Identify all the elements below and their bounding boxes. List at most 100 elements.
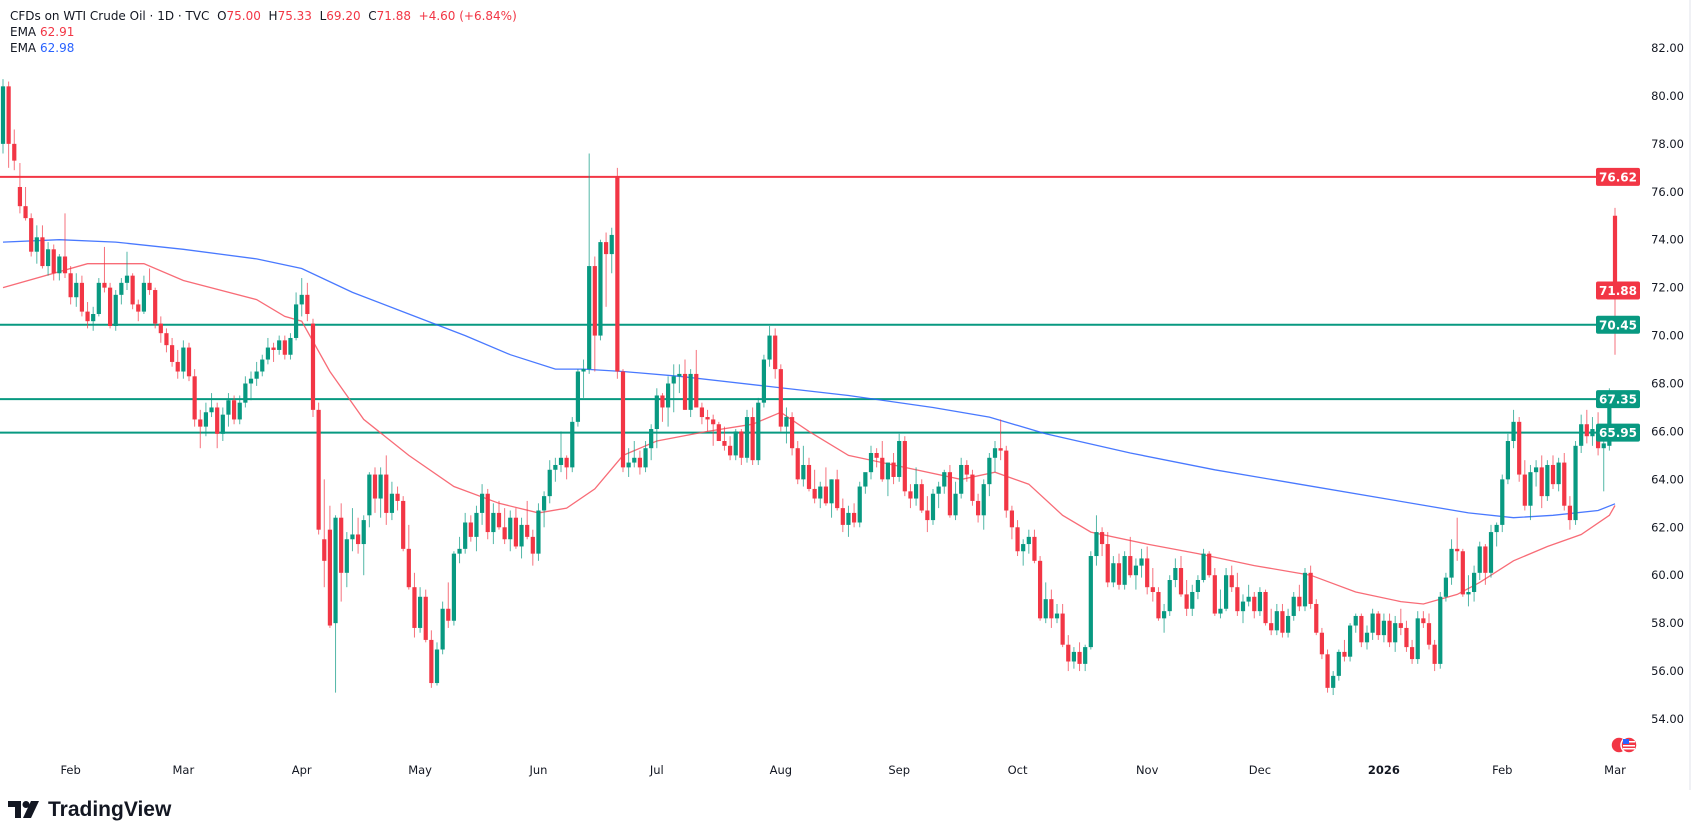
candle [1133,558,1139,590]
price-tag [1596,423,1640,442]
time-tick-label: Sep [888,763,910,777]
candle [124,251,130,291]
candle [1054,603,1060,624]
price-tick-label: 60.00 [1651,568,1684,582]
candle-body [1049,599,1054,619]
candle [1207,551,1212,578]
candle [1539,455,1544,509]
candle [975,493,981,523]
candle-body [372,474,378,499]
candle-body [384,474,389,513]
candle-body [496,512,502,528]
candle-body [1533,467,1539,473]
candle [209,393,214,418]
ema-fast-row[interactable]: EMA 62.91 [10,24,517,40]
candle [603,232,609,307]
candle-body [153,290,158,324]
time-tick-label: Mar [1604,763,1626,777]
tradingview-logo[interactable]: TradingView [8,798,171,822]
price-axis[interactable]: 54.00 56.00 58.00 60.00 62.00 64.00 66.00 68.00… [1651,41,1684,726]
price-tick-label: 56.00 [1651,664,1684,678]
candle [1426,613,1432,650]
price-tick-label: 68.00 [1651,377,1684,391]
candle-body [6,86,11,144]
price-tick-label: 64.00 [1651,472,1684,486]
ema-lines [2,239,1616,605]
candle [384,455,389,525]
candle [1556,457,1561,492]
candle [1477,541,1482,581]
candle-body [361,520,366,545]
candle [62,213,68,279]
candle-body [468,522,473,537]
candle [1049,589,1054,628]
candle-body [947,472,953,516]
price-tag-label: 76.62 [1599,170,1637,184]
candle [1421,611,1426,628]
candle-body [1128,556,1133,576]
candle-body [1347,625,1353,657]
candle-body [536,510,541,554]
candle-body [553,464,558,470]
candle-body [124,275,130,283]
candle-body [699,407,705,418]
candle [1026,529,1031,554]
candle [74,273,79,307]
candle-body [513,517,519,547]
time-axis[interactable]: Feb Mar Apr May Jun Jul Aug Sep Oct Nov Dec 2026 Feb… [60,763,1626,777]
candle-body [1584,424,1589,437]
candle [1381,613,1387,643]
candle-body [440,608,445,650]
candle-body [964,464,969,475]
candle [801,445,806,487]
candle-body [773,335,778,370]
candle [711,414,716,446]
candle-body [908,491,913,499]
candle-body [784,417,789,427]
candle [203,402,209,437]
candle [553,457,558,482]
candle-body [17,186,23,207]
candle [1505,433,1511,485]
candle [1223,568,1229,612]
candle [434,642,440,686]
candle [0,79,6,154]
candle-body [1043,599,1048,619]
candle-body [1184,594,1189,609]
ema-fast-value: 62.91 [39,25,75,39]
candle-body [1421,618,1426,624]
candle-body [74,282,79,298]
candle [885,462,891,497]
price-tick-label: 54.00 [1651,712,1684,726]
ema-slow-row[interactable]: EMA 62.98 [10,40,517,56]
candle [130,273,135,310]
candle [243,376,248,408]
candle [164,328,169,353]
candle [446,582,451,628]
candle [1201,548,1206,583]
candle-body [1517,421,1522,475]
candle [107,282,113,329]
candle-body [389,493,395,513]
candle-body [226,400,231,415]
candle [85,302,90,329]
candle [277,335,282,355]
candle-body [1060,613,1065,645]
candle [880,441,885,482]
candle [1297,584,1302,612]
candle [423,589,428,643]
candle [1325,649,1330,693]
time-tick-label: Mar [173,763,195,777]
candle-body [1601,443,1606,449]
candle-body [474,512,479,537]
candle [1269,608,1274,636]
candle-body [615,177,620,372]
symbol-title[interactable]: CFDs on WTI Crude Oil · 1D · TVC [10,9,210,23]
candle-body [237,402,242,420]
candle [141,275,147,315]
candle [271,342,276,362]
candle [1015,520,1020,557]
candle [479,484,485,525]
candle-body [1105,544,1110,583]
